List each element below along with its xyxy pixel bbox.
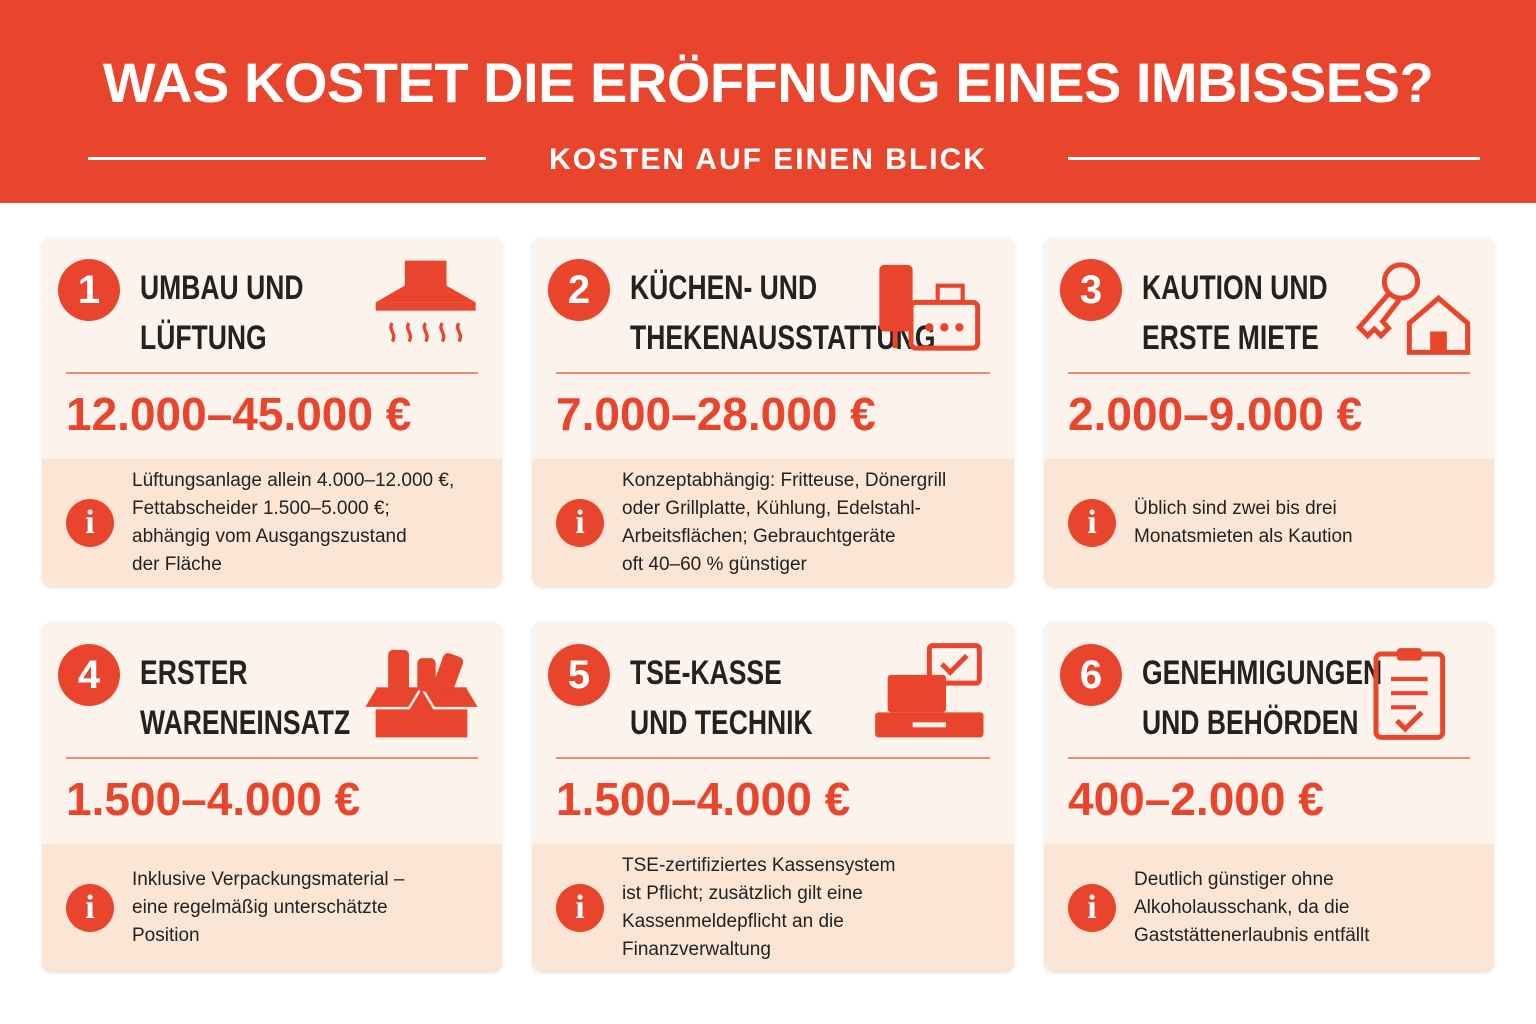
- info-box: i TSE-zertifiziertes Kassensystem ist Pfli…: [532, 844, 1014, 972]
- info-line: Lüftungsanlage allein 4.000–12.000 €,: [132, 470, 455, 491]
- info-text: Lüftungsanlage allein 4.000–12.000 €, Fet…: [132, 467, 454, 579]
- info-text: TSE-zertifiziertes Kassensystem ist Pflic…: [622, 852, 895, 964]
- info-line: Konzeptabhängig: Fritteuse, Dönergrill: [622, 470, 947, 491]
- card-title: KAUTION UND ERSTE MIETE: [1142, 263, 1328, 363]
- card-number: 6: [1060, 644, 1122, 706]
- info-text: Inklusive Verpackungsmaterial – eine rege…: [132, 866, 404, 950]
- card-icon: [375, 260, 476, 343]
- info-box: i Lüftungsanlage allein 4.000–12.000 €, Fe…: [42, 459, 502, 587]
- card-cost: 7.000–28.000 €: [556, 388, 876, 440]
- card: 1 UMBAU UND LÜFTUNG 12.000–45.000 € i Lüftung…: [42, 237, 502, 587]
- info-line: TSE-zertifiziertes Kassensystem: [622, 855, 896, 876]
- info-line: Üblich sind zwei bis drei: [1134, 498, 1337, 519]
- card: 4 ERSTER WARENEINSATZ 1.500–4.000 € i Inklusi…: [42, 622, 502, 972]
- card-title: ERSTER WARENEINSATZ: [140, 648, 350, 748]
- card-title: TSE-KASSE UND TECHNIK: [630, 648, 813, 748]
- card-number: 2: [548, 259, 610, 321]
- card-icon: [879, 264, 981, 351]
- card-icon: [875, 643, 984, 738]
- card-number: 1: [58, 259, 120, 321]
- info-line: Arbeitsflächen; Gebrauchtgeräte: [622, 526, 896, 547]
- info-line: Kassenmeldepflicht an die: [622, 911, 844, 932]
- rule: [88, 157, 486, 160]
- card-icon: [1373, 648, 1446, 740]
- card-title-line: KAUTION UND: [1142, 269, 1328, 307]
- card-icon: [360, 649, 483, 738]
- info-text: Üblich sind zwei bis drei Monatsmieten al…: [1134, 495, 1353, 551]
- info-line: Position: [132, 925, 200, 946]
- card: 3 KAUTION UND ERSTE MIETE 2.000–9.000 € i Übl…: [1044, 237, 1494, 587]
- info-line: Alkoholausschank, da die: [1134, 897, 1350, 918]
- divider: [66, 372, 478, 374]
- info-line: abhängig vom Ausgangszustand: [132, 526, 407, 547]
- header: WAS KOSTET DIE ERÖFFNUNG EINES IMBISSES?…: [0, 0, 1536, 203]
- info-line: Finanzverwaltung: [622, 939, 771, 960]
- card: 2 KÜCHEN- UND THEKENAUSSTATTUNG 7.000–28.00…: [532, 237, 1014, 587]
- info-box: i Üblich sind zwei bis drei Monatsmieten a…: [1044, 459, 1494, 587]
- card-title-line: ERSTE MIETE: [1142, 319, 1319, 357]
- info-line: Fettabscheider 1.500–5.000 €;: [132, 498, 390, 519]
- card-title-line: ERSTER: [140, 654, 248, 692]
- info-line: ist Pflicht; zusätzlich gilt eine: [622, 883, 863, 904]
- card-title-line: UMBAU UND: [140, 269, 304, 307]
- info-icon: i: [66, 884, 114, 932]
- card-number: 5: [548, 644, 610, 706]
- info-icon: i: [66, 499, 114, 547]
- card-title-line: UND TECHNIK: [630, 704, 813, 742]
- card-cost: 12.000–45.000 €: [66, 388, 412, 440]
- card-title: GENEHMIGUNGEN UND BEHÖRDEN: [1142, 648, 1382, 748]
- card: 6 GENEHMIGUNGEN UND BEHÖRDEN 400–2.000 € i De…: [1044, 622, 1494, 972]
- card-title-line: UND BEHÖRDEN: [1142, 704, 1359, 742]
- title: WAS KOSTET DIE ERÖFFNUNG EINES IMBISSES?: [102, 51, 1434, 114]
- info-box: i Deutlich günstiger ohne Alkoholausschank…: [1044, 844, 1494, 972]
- card-cost: 2.000–9.000 €: [1068, 388, 1363, 440]
- info-icon: i: [556, 884, 604, 932]
- info-box: i Konzeptabhängig: Fritteuse, Dönergrill o…: [532, 459, 1014, 587]
- card-title: UMBAU UND LÜFTUNG: [140, 263, 304, 363]
- card-icon: [1355, 262, 1471, 355]
- divider: [1068, 757, 1470, 759]
- info-line: der Fläche: [132, 554, 222, 575]
- card-cost: 400–2.000 €: [1068, 773, 1324, 825]
- info-line: Monatsmieten als Kaution: [1134, 526, 1353, 547]
- card-cost: 1.500–4.000 €: [556, 773, 851, 825]
- info-line: oder Grillplatte, Kühlung, Edelstahl-: [622, 498, 921, 519]
- card-title-line: WARENEINSATZ: [140, 704, 351, 742]
- divider: [66, 757, 478, 759]
- card-title-line: GENEHMIGUNGEN: [1142, 654, 1383, 692]
- card-number: 3: [1060, 259, 1122, 321]
- info-line: Inklusive Verpackungsmaterial –: [132, 869, 405, 890]
- card: 5 TSE-KASSE UND TECHNIK 1.500–4.000 € i TSE-z…: [532, 622, 1014, 972]
- card-title-line: TSE-KASSE: [630, 654, 782, 692]
- rule: [1068, 157, 1480, 160]
- info-line: oft 40–60 % günstiger: [622, 554, 807, 575]
- divider: [556, 757, 990, 759]
- info-text: Konzeptabhängig: Fritteuse, Dönergrill od…: [622, 467, 946, 579]
- info-icon: i: [1068, 884, 1116, 932]
- card-number: 4: [58, 644, 120, 706]
- info-box: i Inklusive Verpackungsmaterial – eine reg…: [42, 844, 502, 972]
- info-line: eine regelmäßig unterschätzte: [132, 897, 388, 918]
- info-icon: i: [556, 499, 604, 547]
- info-line: Deutlich günstiger ohne: [1134, 869, 1334, 890]
- subtitle: KOSTEN AUF EINEN BLICK: [549, 143, 987, 176]
- divider: [556, 372, 990, 374]
- divider: [1068, 372, 1470, 374]
- card-title: KÜCHEN- UND THEKENAUSSTATTUNG: [630, 263, 935, 363]
- info-line: Gaststättenerlaubnis entfällt: [1134, 925, 1370, 946]
- info-text: Deutlich günstiger ohne Alkoholausschank,…: [1134, 866, 1370, 950]
- card-title-line: KÜCHEN- UND: [630, 269, 818, 307]
- info-icon: i: [1068, 499, 1116, 547]
- card-title-line: LÜFTUNG: [140, 319, 267, 357]
- card-cost: 1.500–4.000 €: [66, 773, 361, 825]
